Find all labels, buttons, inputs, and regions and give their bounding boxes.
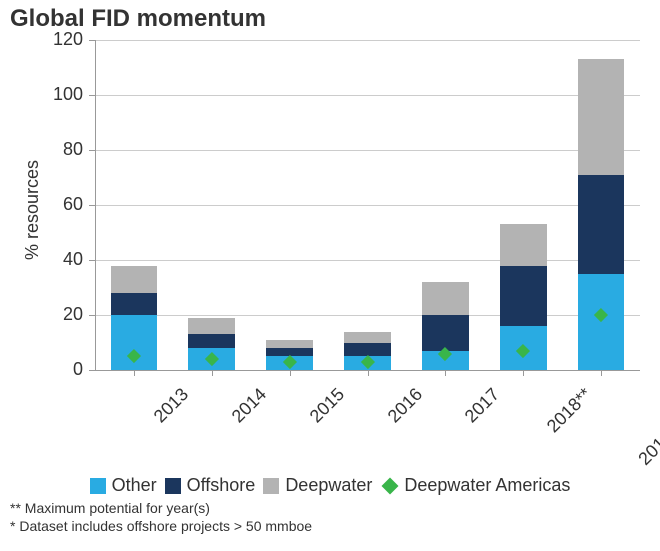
legend-swatch xyxy=(263,478,279,494)
bar-segment xyxy=(188,334,235,348)
gridline xyxy=(95,40,640,41)
legend-label: Other xyxy=(112,475,157,496)
y-tick-label: 80 xyxy=(0,139,83,160)
x-tick-mark xyxy=(445,370,446,376)
footnote: * Dataset includes offshore projects > 5… xyxy=(10,518,312,534)
gridline xyxy=(95,205,640,206)
y-tick-label: 100 xyxy=(0,84,83,105)
x-tick-label: 2015 xyxy=(305,384,348,427)
legend-item: Deepwater xyxy=(263,475,372,496)
x-tick-label: 2013 xyxy=(150,384,193,427)
gridline xyxy=(95,260,640,261)
x-tick-mark xyxy=(601,370,602,376)
legend-label: Deepwater Americas xyxy=(404,475,570,496)
gridline xyxy=(95,150,640,151)
bar-segment xyxy=(578,59,625,175)
bar-segment xyxy=(578,274,625,370)
x-tick-label: 2016 xyxy=(383,384,426,427)
legend: Other Offshore Deepwater Deepwater Americas xyxy=(0,475,660,496)
bar-segment xyxy=(266,340,313,348)
x-tick-mark xyxy=(290,370,291,376)
y-tick-label: 20 xyxy=(0,304,83,325)
bar-segment xyxy=(578,175,625,274)
legend-label: Offshore xyxy=(187,475,256,496)
bar-segment xyxy=(111,266,158,294)
x-tick-label: 2019-2022** xyxy=(634,384,660,470)
gridline xyxy=(95,95,640,96)
legend-diamond-icon xyxy=(382,477,399,494)
x-tick-label: 2014 xyxy=(228,384,271,427)
bar-segment xyxy=(344,332,391,343)
legend-item: Offshore xyxy=(165,475,256,496)
bar-segment xyxy=(188,318,235,335)
footnote: ** Maximum potential for year(s) xyxy=(10,500,210,516)
bar-segment xyxy=(500,266,547,327)
legend-item: Other xyxy=(90,475,157,496)
y-tick-label: 120 xyxy=(0,29,83,50)
legend-swatch xyxy=(90,478,106,494)
x-tick-mark xyxy=(212,370,213,376)
x-tick-mark xyxy=(134,370,135,376)
legend-swatch xyxy=(165,478,181,494)
y-axis xyxy=(95,40,96,370)
legend-label: Deepwater xyxy=(285,475,372,496)
bar-segment xyxy=(111,293,158,315)
x-tick-mark xyxy=(523,370,524,376)
bar-segment xyxy=(422,315,469,351)
legend-item: Deepwater Americas xyxy=(380,475,570,496)
x-tick-mark xyxy=(368,370,369,376)
gridline xyxy=(95,315,640,316)
chart-container: Global FID momentum020406080100120% reso… xyxy=(0,0,660,551)
x-tick-label: 2018** xyxy=(543,384,596,437)
x-tick-label: 2017 xyxy=(461,384,504,427)
bar-segment xyxy=(422,282,469,315)
y-tick-label: 0 xyxy=(0,359,83,380)
y-axis-label: % resources xyxy=(22,160,43,260)
bar-segment xyxy=(500,224,547,265)
